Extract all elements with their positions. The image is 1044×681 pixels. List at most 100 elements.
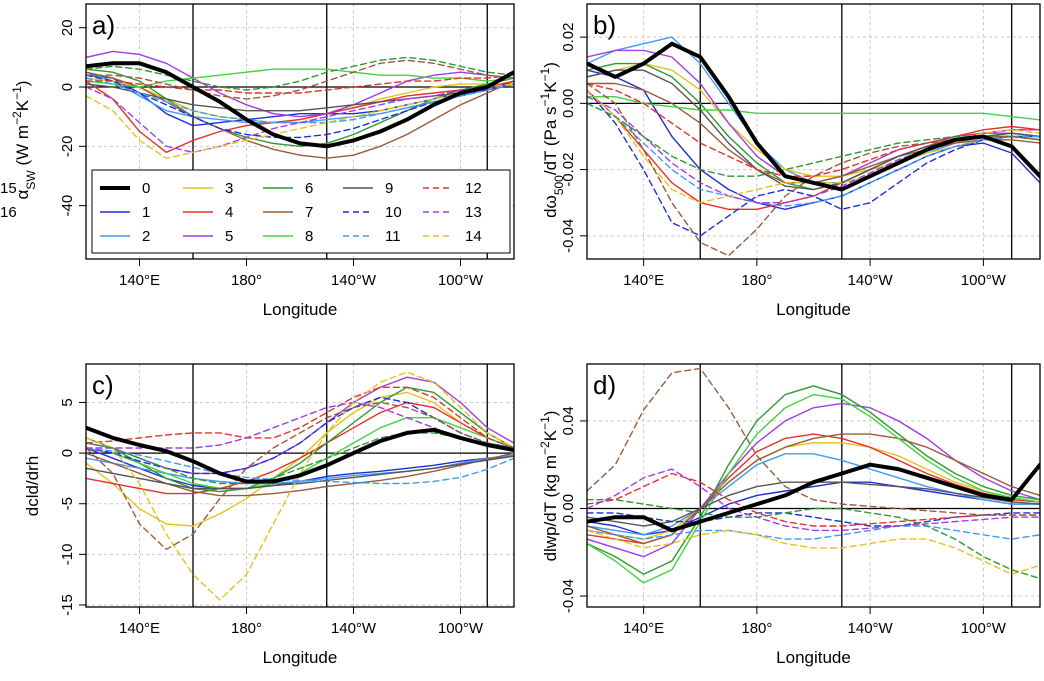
legend-label-9: 9: [385, 180, 393, 197]
series-line-14: [587, 529, 1040, 575]
series-line-8: [587, 95, 1040, 121]
series-line-6: [86, 386, 514, 493]
series-line-4: [587, 433, 1040, 545]
y-axis-label: αSW (W m−2K−1): [10, 81, 38, 200]
legend-label-14: 14: [465, 228, 482, 245]
y-tick-label: 0.00: [560, 89, 577, 118]
grid: [86, 364, 514, 607]
y-axis-label: dω500/dT (Pa s−1K−1): [538, 62, 566, 218]
series-line-8: [587, 393, 1040, 584]
series-line-13: [587, 468, 1040, 532]
series-line-14: [587, 89, 1040, 204]
legend-label-1: 1: [142, 204, 150, 221]
series-line-15: [86, 56, 514, 91]
grid: [587, 4, 1040, 259]
series-line-0: [86, 425, 514, 484]
legend-label-6: 6: [305, 180, 313, 197]
y-tick-label: 0.04: [560, 406, 577, 435]
series-line-1: [587, 481, 1040, 536]
y-tick-label: 5: [59, 398, 76, 406]
grid: [587, 364, 1040, 607]
y-tick-label: 0.00: [560, 494, 577, 523]
legend-label-3: 3: [225, 180, 233, 197]
series-group: [86, 371, 514, 601]
panel-label: a): [92, 10, 115, 40]
plot-frame: [586, 3, 1041, 260]
legend-box: [91, 169, 511, 254]
y-tick-label: 0: [59, 449, 76, 457]
series-line-0: [587, 41, 1040, 192]
series-group: [86, 50, 514, 159]
y-tick-label: 20: [59, 19, 76, 36]
legend-label-8: 8: [305, 228, 313, 245]
legend-label-15: 15: [0, 180, 17, 197]
series-line-16: [587, 367, 1040, 516]
x-tick-label: 140°E: [119, 620, 160, 637]
series-line-7: [587, 433, 1040, 545]
series-line-7: [86, 452, 514, 497]
series-group: [587, 36, 1040, 257]
plot-frame: [586, 363, 1041, 608]
y-axis-label: dcld/drh: [23, 456, 42, 516]
series-line-5: [587, 402, 1040, 558]
series-line-0: [587, 462, 1040, 533]
legend-label-16: 16: [0, 204, 17, 221]
series-line-3: [587, 442, 1040, 540]
panel-label: b): [593, 10, 616, 40]
y-tick-label: -40: [59, 195, 76, 217]
y-tick-label: -0.02: [560, 152, 577, 186]
legend-label-5: 5: [225, 228, 233, 245]
series-line-1: [86, 74, 514, 127]
series-line-12: [587, 472, 1040, 527]
y-tick-label: -15: [59, 594, 76, 616]
series-line-3: [86, 391, 514, 527]
panel-a: 140°E 180° 140°W 100°WLongitude200-20-40αSW…: [10, 3, 515, 319]
series-line-9: [86, 455, 514, 490]
series-line-13: [587, 95, 1040, 204]
series-line-16: [86, 59, 514, 100]
legend-label-2: 2: [142, 228, 150, 245]
series-line-11: [587, 102, 1040, 207]
x-axis-label: Longitude: [263, 648, 338, 667]
y-tick-label: -0.04: [560, 219, 577, 253]
series-line-4: [86, 80, 514, 154]
series-line-9: [86, 83, 514, 112]
y-tick-label: -20: [59, 135, 76, 157]
x-tick-label: 140°W: [331, 620, 377, 637]
x-tick-label: 180°: [231, 272, 262, 289]
x-tick-label: 100°W: [438, 620, 484, 637]
series-line-12: [86, 386, 514, 449]
x-axis-label: Longitude: [776, 300, 851, 319]
series-line-11: [86, 447, 514, 485]
x-tick-label: 180°: [741, 620, 772, 637]
series-line-6: [587, 385, 1040, 575]
x-tick-label: 140°W: [848, 620, 894, 637]
series-line-13: [86, 83, 514, 154]
series-line-8: [86, 68, 514, 88]
series-line-2: [587, 453, 1040, 536]
series-line-1: [587, 69, 1040, 211]
plot-frame: [85, 3, 515, 260]
legend-label-4: 4: [225, 204, 233, 221]
series-line-14: [86, 371, 514, 601]
x-tick-label: 100°W: [961, 272, 1007, 289]
series-line-12: [86, 74, 514, 94]
y-tick-label: 0: [59, 83, 76, 91]
series-line-15: [587, 102, 1040, 177]
series-line-0: [86, 61, 514, 149]
series-line-5: [86, 50, 514, 118]
x-tick-label: 140°W: [331, 272, 377, 289]
legend-label-13: 13: [465, 204, 482, 221]
x-tick-label: 100°W: [961, 620, 1007, 637]
y-tick-label: -0.04: [560, 579, 577, 613]
legend-label-10: 10: [385, 204, 402, 221]
plot-frame: [85, 363, 515, 608]
panel-label: d): [593, 370, 616, 400]
series-line-3: [587, 62, 1040, 177]
series-line-6: [86, 68, 514, 148]
panel-label: c): [92, 370, 114, 400]
legend-label-7: 7: [305, 204, 313, 221]
x-tick-label: 140°E: [119, 272, 160, 289]
legend-label-0: 0: [142, 180, 150, 197]
